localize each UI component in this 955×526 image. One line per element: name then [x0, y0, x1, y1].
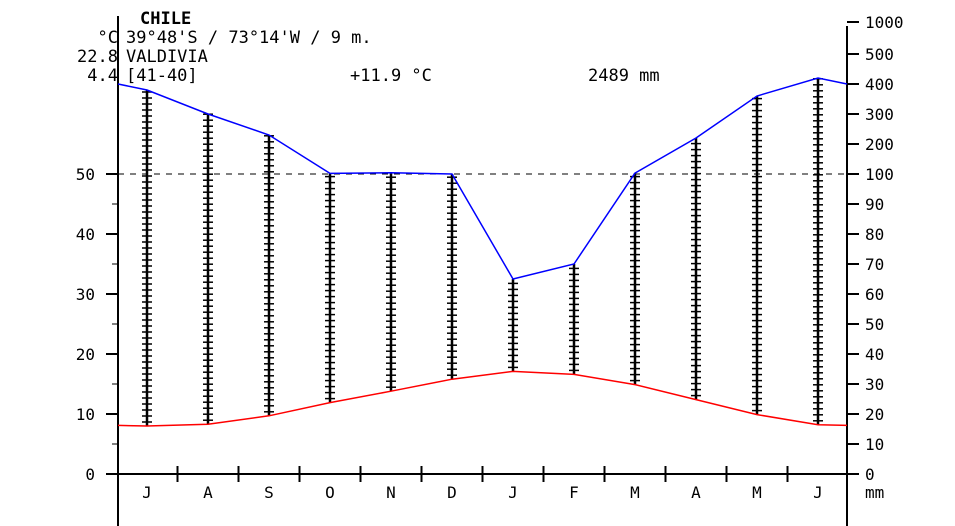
right-tick-label: 70: [865, 255, 884, 274]
right-tick-label: 90: [865, 195, 884, 214]
right-tick-label: 80: [865, 225, 884, 244]
min-temp: 4.4: [87, 66, 118, 86]
right-tick-label: 60: [865, 285, 884, 304]
month-label: D: [447, 483, 457, 502]
left-tick-label: 30: [76, 285, 95, 304]
left-tick-label: 50: [76, 165, 95, 184]
month-label: M: [630, 483, 640, 502]
right-tick-label: 1000: [865, 13, 904, 32]
right-tick-label: 400: [865, 75, 894, 94]
left-tick-label: 40: [76, 225, 95, 244]
month-label: N: [386, 483, 396, 502]
right-tick-label: 0: [865, 465, 875, 484]
max-temp: 22.8: [77, 47, 118, 67]
temperature-line: [117, 370, 848, 427]
left-tick-label: 10: [76, 405, 95, 424]
labels-group: CHILE °C 39°48'S / 73°14'W / 9 m. 22.8 V…: [76, 9, 904, 502]
axes-group: [106, 16, 859, 526]
month-label: A: [691, 483, 701, 502]
right-tick-label: 50: [865, 315, 884, 334]
month-label: O: [325, 483, 335, 502]
month-label: J: [142, 483, 152, 502]
right-tick-label: 200: [865, 135, 894, 154]
right-tick-label: 10: [865, 435, 884, 454]
annual-precipitation: 2489 mm: [588, 66, 660, 86]
right-tick-label: 30: [865, 375, 884, 394]
month-label: M: [752, 483, 762, 502]
unit-label: °C: [98, 28, 118, 48]
left-tick-label: 0: [85, 465, 95, 484]
right-tick-label: 300: [865, 105, 894, 124]
station-name: VALDIVIA: [126, 47, 208, 67]
month-label: J: [508, 483, 518, 502]
right-tick-label: 20: [865, 405, 884, 424]
chart-title: CHILE: [140, 9, 191, 29]
coordinates: 39°48'S / 73°14'W / 9 m.: [126, 28, 372, 48]
month-label: S: [264, 483, 274, 502]
right-tick-label: 40: [865, 345, 884, 364]
annual-temperature: +11.9 °C: [350, 66, 432, 86]
month-label: F: [569, 483, 579, 502]
left-tick-label: 20: [76, 345, 95, 364]
month-label: J: [813, 483, 823, 502]
right-axis-unit: mm: [865, 483, 884, 502]
humid-hatching: [142, 78, 823, 426]
series-lines: [117, 77, 848, 427]
month-label: A: [203, 483, 213, 502]
right-tick-label: 500: [865, 45, 894, 64]
precipitation-line: [117, 77, 848, 280]
record-years: [41-40]: [126, 66, 198, 86]
right-tick-label: 100: [865, 165, 894, 184]
